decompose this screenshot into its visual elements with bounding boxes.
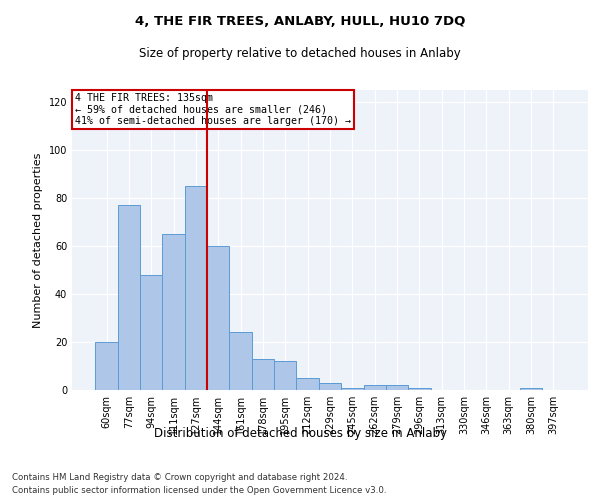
Text: Distribution of detached houses by size in Anlaby: Distribution of detached houses by size … — [154, 428, 446, 440]
Text: Size of property relative to detached houses in Anlaby: Size of property relative to detached ho… — [139, 48, 461, 60]
Bar — [185, 186, 207, 390]
Bar — [140, 275, 163, 390]
Text: 4 THE FIR TREES: 135sqm
← 59% of detached houses are smaller (246)
41% of semi-d: 4 THE FIR TREES: 135sqm ← 59% of detache… — [74, 93, 350, 126]
Text: 4, THE FIR TREES, ANLABY, HULL, HU10 7DQ: 4, THE FIR TREES, ANLABY, HULL, HU10 7DQ — [135, 15, 465, 28]
Bar — [118, 205, 140, 390]
Bar — [252, 359, 274, 390]
Bar — [207, 246, 229, 390]
Bar — [364, 385, 386, 390]
Bar — [229, 332, 252, 390]
Bar — [95, 342, 118, 390]
Text: Contains public sector information licensed under the Open Government Licence v3: Contains public sector information licen… — [12, 486, 386, 495]
Bar — [319, 383, 341, 390]
Text: Contains HM Land Registry data © Crown copyright and database right 2024.: Contains HM Land Registry data © Crown c… — [12, 472, 347, 482]
Bar — [163, 234, 185, 390]
Bar — [386, 385, 408, 390]
Bar — [274, 361, 296, 390]
Bar — [408, 388, 431, 390]
Bar — [296, 378, 319, 390]
Bar — [520, 388, 542, 390]
Y-axis label: Number of detached properties: Number of detached properties — [33, 152, 43, 328]
Bar — [341, 388, 364, 390]
